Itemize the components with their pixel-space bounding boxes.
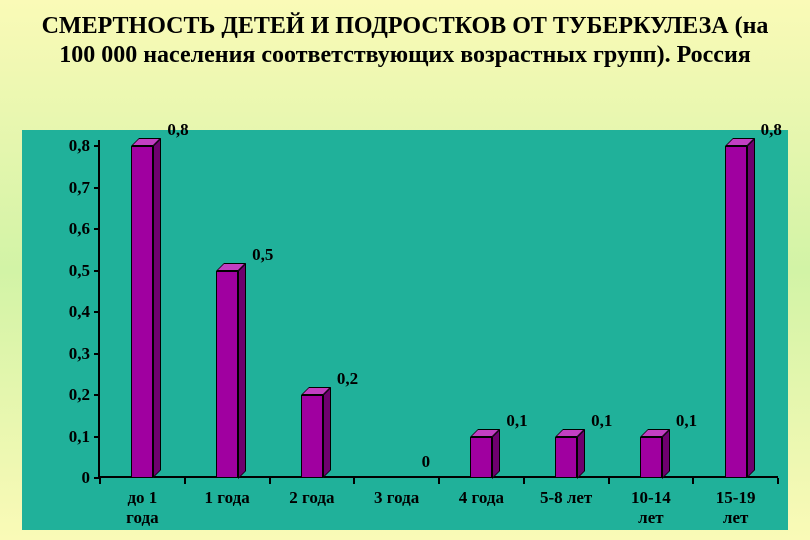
y-axis-line [98,140,100,478]
bar-front [131,146,153,478]
bar-value-label: 0,1 [676,411,697,431]
bar-front [470,437,492,479]
chart-area: 00,10,20,30,40,50,60,70,80,8до 1года0,51… [22,130,788,530]
bar-front [725,146,747,478]
y-tick-label: 0,6 [69,219,90,239]
x-category-label: 4 года [436,488,527,508]
bar [640,437,662,479]
x-tick-mark [269,478,271,484]
bar [216,271,238,479]
bar-side [323,387,331,478]
x-category-label: 2 года [267,488,358,508]
x-category-label: до 1года [97,488,188,527]
x-tick-mark [438,478,440,484]
bar-value-label: 0,1 [591,411,612,431]
y-tick-label: 0,3 [69,344,90,364]
bar-side [492,429,500,479]
bar-value-label: 0,1 [506,411,527,431]
y-tick-mark [94,187,100,189]
bar-value-label: 0,2 [337,369,358,389]
y-tick-label: 0 [82,468,91,488]
bar-side [238,263,246,479]
bar [301,395,323,478]
bar-side [153,138,161,478]
y-tick-label: 0,4 [69,302,90,322]
y-tick-mark [94,311,100,313]
bar-front [555,437,577,479]
bar [555,437,577,479]
bar-side [662,429,670,479]
bar-front [301,395,323,478]
slide-title: СМЕРТНОСТЬ ДЕТЕЙ И ПОДРОСТКОВ ОТ ТУБЕРКУ… [30,12,780,70]
bar-value-label: 0 [422,452,431,472]
y-tick-mark [94,353,100,355]
x-category-label: 1 года [182,488,273,508]
x-tick-mark [777,478,779,484]
y-tick-mark [94,394,100,396]
bar [131,146,153,478]
bar-value-label: 0,8 [761,120,782,140]
x-category-label: 15-19лет [690,488,781,527]
chart-plot: 00,10,20,30,40,50,60,70,80,8до 1года0,51… [100,146,778,478]
bar-value-label: 0,5 [252,245,273,265]
y-tick-label: 0,1 [69,427,90,447]
y-tick-mark [94,145,100,147]
x-tick-mark [692,478,694,484]
bar-side [747,138,755,478]
x-tick-mark [523,478,525,484]
slide: СМЕРТНОСТЬ ДЕТЕЙ И ПОДРОСТКОВ ОТ ТУБЕРКУ… [0,0,810,540]
bar-front [216,271,238,479]
y-tick-label: 0,7 [69,178,90,198]
bar [470,437,492,479]
x-tick-mark [608,478,610,484]
y-tick-label: 0,2 [69,385,90,405]
x-tick-mark [353,478,355,484]
bar-front [640,437,662,479]
x-category-label: 5-8 лет [521,488,612,508]
x-category-label: 10-14лет [606,488,697,527]
x-category-label: 3 года [351,488,442,508]
bar [725,146,747,478]
y-tick-label: 0,8 [69,136,90,156]
y-tick-label: 0,5 [69,261,90,281]
x-tick-mark [99,478,101,484]
x-tick-mark [184,478,186,484]
y-tick-mark [94,270,100,272]
y-tick-mark [94,436,100,438]
bar-value-label: 0,8 [167,120,188,140]
bar-side [577,429,585,479]
y-tick-mark [94,228,100,230]
